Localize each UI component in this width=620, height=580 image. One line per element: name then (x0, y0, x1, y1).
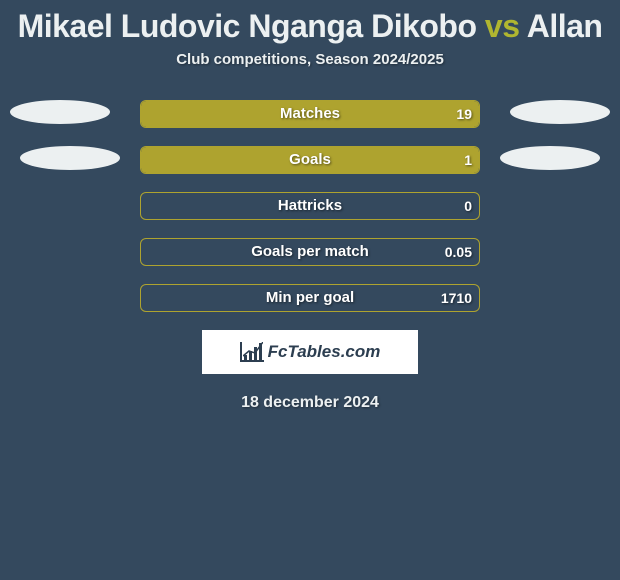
stat-label: Hattricks (140, 192, 480, 220)
stat-label: Min per goal (140, 284, 480, 312)
logo-text: FcTables.com (268, 342, 381, 362)
stat-row: Min per goal1710 (0, 284, 620, 312)
comparison-chart: Matches19 Goals1 Hattricks0 Goals per match… (0, 100, 620, 312)
stat-value: 0.05 (445, 238, 472, 266)
stat-value: 0 (464, 192, 472, 220)
stat-value: 1710 (441, 284, 472, 312)
logo-chart-icon (240, 342, 264, 362)
stat-row: Goals1 (0, 146, 620, 174)
stat-label: Goals per match (140, 238, 480, 266)
title-player2: Allan (527, 8, 603, 44)
fctables-logo[interactable]: FcTables.com (202, 330, 418, 374)
stat-row: Matches19 (0, 100, 620, 128)
page-title: Mikael Ludovic Nganga Dikobo vs Allan (0, 0, 620, 51)
stat-row: Hattricks0 (0, 192, 620, 220)
stat-label: Goals (140, 146, 480, 174)
stat-row: Goals per match0.05 (0, 238, 620, 266)
title-vs: vs (485, 8, 520, 44)
date-line: 18 december 2024 (0, 394, 620, 412)
stat-value: 1 (464, 146, 472, 174)
stat-label: Matches (140, 100, 480, 128)
title-player1: Mikael Ludovic Nganga Dikobo (18, 8, 477, 44)
stat-value: 19 (456, 100, 472, 128)
subtitle: Club competitions, Season 2024/2025 (0, 51, 620, 68)
